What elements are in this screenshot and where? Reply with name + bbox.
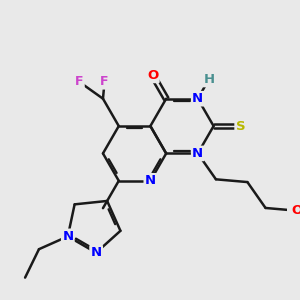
Text: O: O	[147, 69, 158, 82]
Text: F: F	[75, 75, 83, 88]
Text: N: N	[62, 230, 74, 243]
Text: N: N	[192, 147, 203, 160]
Text: N: N	[192, 92, 203, 105]
Text: H: H	[203, 73, 214, 86]
Text: S: S	[236, 120, 245, 133]
Text: O: O	[291, 204, 300, 217]
Text: N: N	[145, 174, 156, 187]
Text: N: N	[91, 246, 102, 259]
Text: F: F	[100, 75, 109, 88]
